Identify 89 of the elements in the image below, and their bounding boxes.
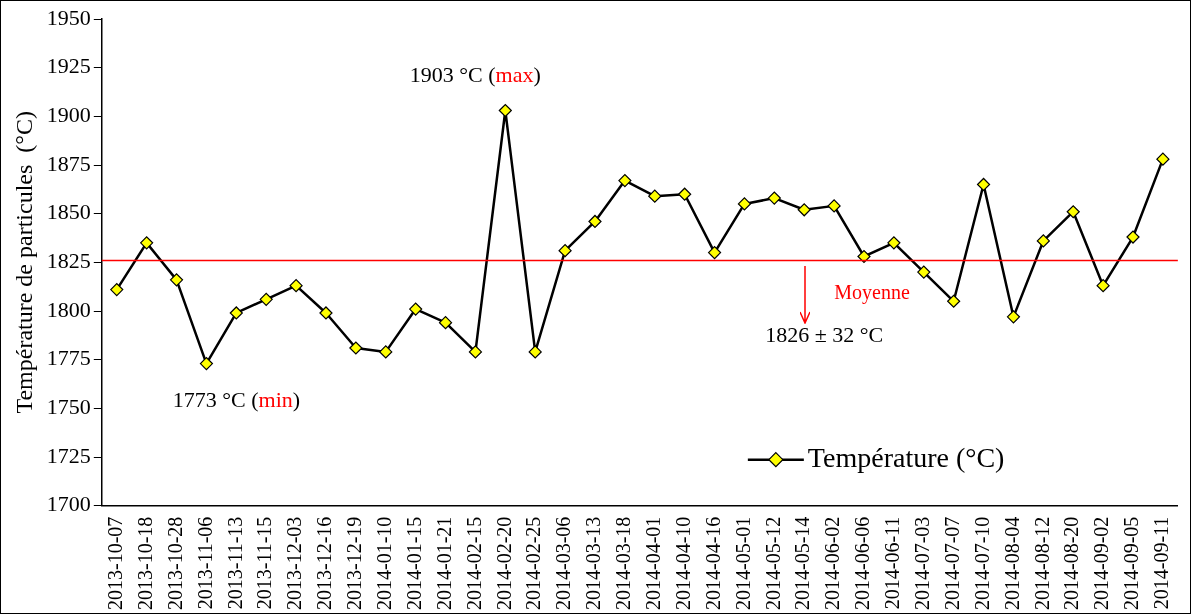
point [169,273,184,287]
y-tick-label: 1775 [46,345,91,371]
point [498,103,512,118]
y-tick-label: 1925 [46,53,91,79]
x-tick-label: 2014-03-06 [552,516,575,611]
point [1156,152,1170,166]
point [229,306,243,320]
point [468,345,483,359]
point [349,341,363,355]
x-tick-label: 2014-09-05 [1120,516,1143,611]
x-tick-label: 2013-11-13 [223,516,246,610]
y-tick-label: 1725 [46,442,91,468]
y-tick-label: 1875 [46,150,91,176]
point [707,246,722,260]
y-tick-label: 1850 [46,199,91,225]
point [737,197,752,211]
point [289,279,303,293]
x-tick-label: 2014-04-16 [701,516,724,611]
x-tick-label: 2013-11-15 [253,516,276,610]
x-tick-label: 2014-02-25 [522,516,545,611]
x-tick-label: 2014-01-21 [432,516,455,611]
point [618,173,632,188]
x-tick-label: 2013-11-06 [193,516,216,610]
x-tick-label: 2013-10-28 [163,516,186,611]
point [588,214,602,229]
legend-label: Température (°C) [807,442,1005,474]
point [1006,310,1021,324]
x-tick-label: 2014-02-20 [492,516,515,611]
x-tick-label: 2014-03-13 [582,516,605,611]
x-tick-label: 2014-06-02 [821,516,844,611]
x-tick-label: 2014-08-12 [1030,516,1053,611]
point [319,306,333,320]
y-tick-label: 1800 [46,296,91,322]
x-tick-label: 2014-07-03 [911,516,934,611]
x-tick-label: 2014-08-04 [1000,516,1023,611]
x-tick-label: 2014-04-10 [671,516,694,611]
y-tick-label: 1950 [46,4,91,30]
point [976,177,991,192]
annotation: 1903 °C (max) [409,62,541,88]
x-tick-label: 2014-06-11 [881,516,904,610]
point [947,294,961,308]
x-tick-label: 2014-02-15 [462,516,485,611]
point [1036,234,1050,248]
x-tick-label: 2014-01-15 [402,516,425,611]
x-tick-label: 2014-05-01 [731,516,754,611]
x-tick-label: 2014-01-10 [373,516,396,611]
x-tick-label: 2013-10-07 [104,516,126,611]
point [887,236,901,250]
point [917,265,931,279]
y-tick-label: 1900 [46,102,91,128]
point [1096,279,1110,293]
annotation: 1773 °C (min) [172,387,301,413]
point [1126,230,1140,244]
point [827,199,841,213]
point [528,345,542,359]
point [767,191,781,205]
point [558,244,572,258]
x-tick-label: 2013-12-16 [313,516,336,611]
point [259,292,273,306]
point [857,249,871,264]
annotation: 1826 ± 32 °C [765,322,884,348]
x-tick-label: 2013-12-03 [283,516,306,611]
x-tick-label: 2014-07-10 [970,516,993,611]
y-tick-label: 1750 [46,394,91,420]
y-tick-label: 1825 [46,248,91,274]
x-tick-label: 2014-07-07 [940,516,963,611]
point [199,356,214,371]
point [1066,205,1080,219]
point [797,203,811,217]
x-tick-label: 2014-09-02 [1090,516,1113,611]
y-tick-label: 1700 [46,491,91,517]
point [379,345,393,359]
x-tick-label: 2014-04-01 [642,516,665,611]
point [648,189,662,203]
x-tick-label: 2014-03-18 [612,516,635,611]
point [409,302,423,316]
x-tick-label: 2013-10-18 [133,516,156,611]
ref-line-label: Moyenne [834,280,910,304]
y-axis-title: Température de particules (°C) [10,111,37,414]
x-tick-label: 2014-08-20 [1060,516,1083,611]
point [438,316,453,330]
point [110,282,124,297]
x-tick-label: 2013-12-19 [343,516,366,611]
point [140,236,154,250]
x-tick-label: 2014-06-06 [851,516,874,611]
point [678,187,692,201]
x-tick-label: 2014-09-11 [1150,516,1173,610]
x-tick-label: 2014-05-12 [761,516,784,611]
x-tick-label: 2014-05-14 [791,516,814,611]
